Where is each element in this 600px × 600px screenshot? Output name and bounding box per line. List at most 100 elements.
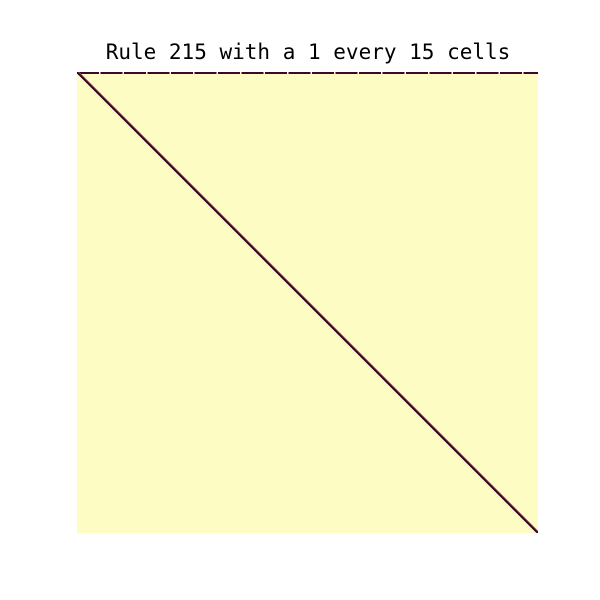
diagonal-cell	[293, 288, 295, 290]
diagonal-cell	[119, 114, 121, 116]
diagonal-cell	[323, 318, 325, 320]
diagonal-cell	[203, 198, 205, 200]
diagonal-cell	[533, 528, 535, 530]
diagonal-cell	[284, 279, 286, 281]
diagonal-cell	[152, 147, 154, 149]
diagonal-cell	[212, 207, 214, 209]
initial-row-cell	[382, 72, 405, 74]
diagonal-cell	[128, 123, 130, 125]
diagonal-cell	[110, 105, 112, 107]
initial-row	[77, 72, 538, 74]
diagonal-cell	[287, 282, 289, 284]
diagonal-cell	[500, 495, 502, 497]
diagonal-cell	[524, 519, 526, 521]
diagonal-cell	[377, 372, 379, 374]
diagonal-cell	[260, 255, 262, 257]
diagonal-cell	[92, 87, 94, 89]
automaton-grid	[77, 72, 538, 533]
diagonal-cell	[95, 90, 97, 92]
diagonal-cell	[374, 369, 376, 371]
diagonal-cell	[476, 471, 478, 473]
diagonal-cell	[80, 75, 82, 77]
diagonal-cell	[224, 219, 226, 221]
diagonal-cell	[236, 231, 238, 233]
diagonal-cell	[512, 507, 514, 509]
diagonal-cell	[410, 405, 412, 407]
diagonal-cell	[104, 99, 106, 101]
diagonal-cell	[470, 465, 472, 467]
diagonal-line	[77, 72, 538, 533]
diagonal-cell	[479, 474, 481, 476]
diagonal-cell	[359, 354, 361, 356]
initial-row-cell	[241, 72, 264, 74]
diagonal-cell	[302, 297, 304, 299]
diagonal-cell	[491, 486, 493, 488]
diagonal-cell	[305, 300, 307, 302]
diagonal-cell	[188, 183, 190, 185]
diagonal-cell	[266, 261, 268, 263]
diagonal-cell	[182, 177, 184, 179]
diagonal-cell	[383, 378, 385, 380]
diagonal-cell	[503, 498, 505, 500]
initial-row-cell	[429, 72, 452, 74]
diagonal-cell	[392, 387, 394, 389]
diagonal-cell	[176, 171, 178, 173]
diagonal-cell	[407, 402, 409, 404]
diagonal-cell	[497, 492, 499, 494]
initial-row-cell	[453, 72, 475, 74]
diagonal-cell	[185, 180, 187, 182]
diagonal-cell	[509, 504, 511, 506]
diagonal-cell	[380, 375, 382, 377]
diagonal-cell	[218, 213, 220, 215]
diagonal-cell	[140, 135, 142, 137]
diagonal-cell	[452, 447, 454, 449]
diagonal-cell	[536, 531, 538, 533]
diagonal-cell	[263, 258, 265, 260]
diagonal-cell	[122, 117, 124, 119]
diagonal-cell	[161, 156, 163, 158]
diagonal-cell	[179, 174, 181, 176]
diagonal-cell	[464, 459, 466, 461]
diagonal-cell	[221, 216, 223, 218]
diagonal-cell	[401, 396, 403, 398]
diagonal-cell	[101, 96, 103, 98]
diagonal-cell	[350, 345, 352, 347]
diagonal-cell	[125, 120, 127, 122]
diagonal-cell	[455, 450, 457, 452]
diagonal-cell	[257, 252, 259, 254]
diagonal-cell	[308, 303, 310, 305]
diagonal-cell	[251, 246, 253, 248]
diagonal-cell	[335, 330, 337, 332]
diagonal-cell	[245, 240, 247, 242]
diagonal-cell	[425, 420, 427, 422]
diagonal-cell	[320, 315, 322, 317]
initial-row-cell	[147, 72, 170, 74]
diagonal-cell	[413, 408, 415, 410]
diagonal-cell	[326, 321, 328, 323]
diagonal-cell	[248, 243, 250, 245]
diagonal-cell	[158, 153, 160, 155]
diagonal-cell	[275, 270, 277, 272]
diagonal-cell	[167, 162, 169, 164]
diagonal-cell	[518, 513, 520, 515]
diagonal-cell	[170, 165, 172, 167]
diagonal-cell	[416, 411, 418, 413]
initial-row-cell	[312, 72, 334, 74]
diagonal-cell	[434, 429, 436, 431]
diagonal-cell	[461, 456, 463, 458]
diagonal-cell	[296, 291, 298, 293]
diagonal-cell	[281, 276, 283, 278]
initial-row-cell	[476, 72, 499, 74]
diagonal-cell	[398, 393, 400, 395]
diagonal-cell	[449, 444, 451, 446]
diagonal-cell	[404, 399, 406, 401]
initial-row-cell	[194, 72, 217, 74]
initial-row-cell	[335, 72, 358, 74]
diagonal-cell	[89, 84, 91, 86]
diagonal-cell	[143, 138, 145, 140]
diagonal-cell	[458, 453, 460, 455]
diagonal-cell	[338, 333, 340, 335]
diagonal-cell	[506, 501, 508, 503]
diagonal-cell	[239, 234, 241, 236]
